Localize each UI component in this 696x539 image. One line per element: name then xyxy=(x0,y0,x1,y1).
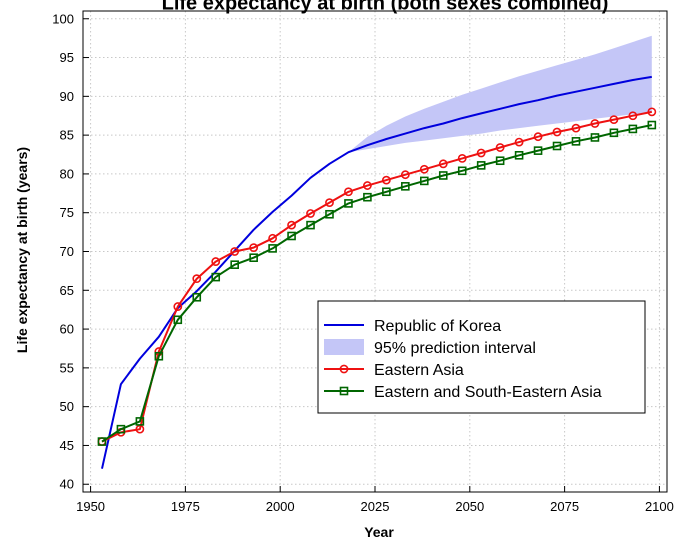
data-point xyxy=(344,199,353,208)
data-point xyxy=(116,424,126,434)
data-point xyxy=(552,127,562,137)
series-group xyxy=(97,75,657,469)
data-point xyxy=(363,192,372,202)
legend: Republic of Korea 95% prediction interval… xyxy=(317,300,646,414)
y-tick-label: 85 xyxy=(60,128,74,143)
data-point xyxy=(590,119,600,128)
x-tick-label: 2000 xyxy=(266,499,295,514)
data-point xyxy=(192,274,202,284)
data-point xyxy=(325,209,334,219)
data-point xyxy=(97,437,107,446)
data-point xyxy=(268,244,277,253)
data-point xyxy=(211,272,221,282)
data-point xyxy=(381,175,391,185)
data-point xyxy=(268,233,278,243)
data-point xyxy=(476,161,486,170)
data-point xyxy=(590,133,600,142)
y-tick-label: 55 xyxy=(60,360,74,375)
data-point xyxy=(609,128,619,138)
data-point xyxy=(306,220,315,230)
y-tick-label: 75 xyxy=(60,205,74,220)
y-tick-label: 40 xyxy=(60,477,74,492)
data-point xyxy=(628,124,638,134)
legend-item-eastern-asia: Eastern Asia xyxy=(324,362,464,379)
data-point xyxy=(552,141,562,151)
legend-item-korea: Republic of Korea xyxy=(324,318,501,335)
data-point xyxy=(533,146,543,155)
data-point xyxy=(419,164,429,174)
series-es-asia xyxy=(97,120,657,446)
legend-label: Eastern and South-Eastern Asia xyxy=(374,384,602,401)
legend-box xyxy=(317,300,646,414)
data-point xyxy=(514,137,524,147)
data-point xyxy=(344,187,353,197)
data-point xyxy=(495,143,505,152)
data-point xyxy=(438,159,448,169)
legend-marker xyxy=(339,364,349,374)
prediction-interval-area xyxy=(348,35,652,153)
y-tick-label: 60 xyxy=(60,322,74,337)
y-tick-label: 90 xyxy=(60,89,74,104)
data-point xyxy=(571,137,581,146)
x-tick-label: 2075 xyxy=(550,499,579,514)
data-point xyxy=(571,123,581,133)
x-axis-title: Year xyxy=(364,524,394,539)
data-point xyxy=(287,220,296,230)
legend-swatch xyxy=(324,339,364,355)
y-tick-label: 50 xyxy=(60,399,74,414)
data-point xyxy=(173,315,183,325)
data-point xyxy=(135,417,145,426)
data-point xyxy=(306,209,315,218)
y-tick-label: 65 xyxy=(60,283,74,298)
data-point xyxy=(211,257,221,266)
data-point xyxy=(400,170,410,180)
data-point xyxy=(363,181,372,190)
data-point xyxy=(192,292,202,302)
legend-marker xyxy=(339,386,349,396)
legend-label: Eastern Asia xyxy=(374,362,464,379)
data-point xyxy=(419,176,429,186)
data-point xyxy=(154,351,164,361)
legend-label: Republic of Korea xyxy=(374,318,501,335)
x-tick-label: 1975 xyxy=(171,499,200,514)
data-point xyxy=(647,120,657,130)
data-point xyxy=(495,156,505,166)
data-point xyxy=(325,198,334,208)
x-tick-label: 2025 xyxy=(361,499,390,514)
data-point xyxy=(628,111,638,121)
data-point xyxy=(401,182,410,191)
data-point xyxy=(476,148,486,158)
data-point xyxy=(438,171,448,180)
data-point xyxy=(514,151,524,160)
y-tick-label: 45 xyxy=(60,438,74,453)
y-tick-label: 100 xyxy=(52,11,74,26)
data-point xyxy=(230,247,240,256)
series-eastern-asia xyxy=(97,107,657,446)
x-tick-label: 1950 xyxy=(76,499,105,514)
chart-title: Life expectancy at birth (both sexes com… xyxy=(162,0,609,14)
y-tick-label: 70 xyxy=(60,244,74,259)
data-point xyxy=(249,243,259,253)
x-tick-label: 2050 xyxy=(455,499,484,514)
legend-item-es-asia: Eastern and South-Eastern Asia xyxy=(324,384,602,401)
data-point xyxy=(457,154,467,163)
data-point xyxy=(249,253,258,263)
data-point xyxy=(230,260,239,269)
prediction-interval-band xyxy=(348,35,652,153)
y-tick-label: 95 xyxy=(60,50,74,65)
x-tick-label: 2100 xyxy=(645,499,674,514)
data-point xyxy=(173,302,183,311)
legend-item-interval: 95% prediction interval xyxy=(324,339,536,357)
y-axis-title: Life expectancy at birth (years) xyxy=(14,147,30,353)
axes: 1950 1975 2000 2025 2050 2075 2100 40 45 50 55 60 65… xyxy=(52,10,674,514)
data-point xyxy=(287,231,296,241)
y-tick-label: 80 xyxy=(60,166,74,181)
data-point xyxy=(457,166,467,176)
data-point xyxy=(533,132,543,142)
data-point xyxy=(647,107,657,117)
data-point xyxy=(609,115,619,125)
data-point xyxy=(382,187,391,197)
legend-label: 95% prediction interval xyxy=(374,340,536,357)
